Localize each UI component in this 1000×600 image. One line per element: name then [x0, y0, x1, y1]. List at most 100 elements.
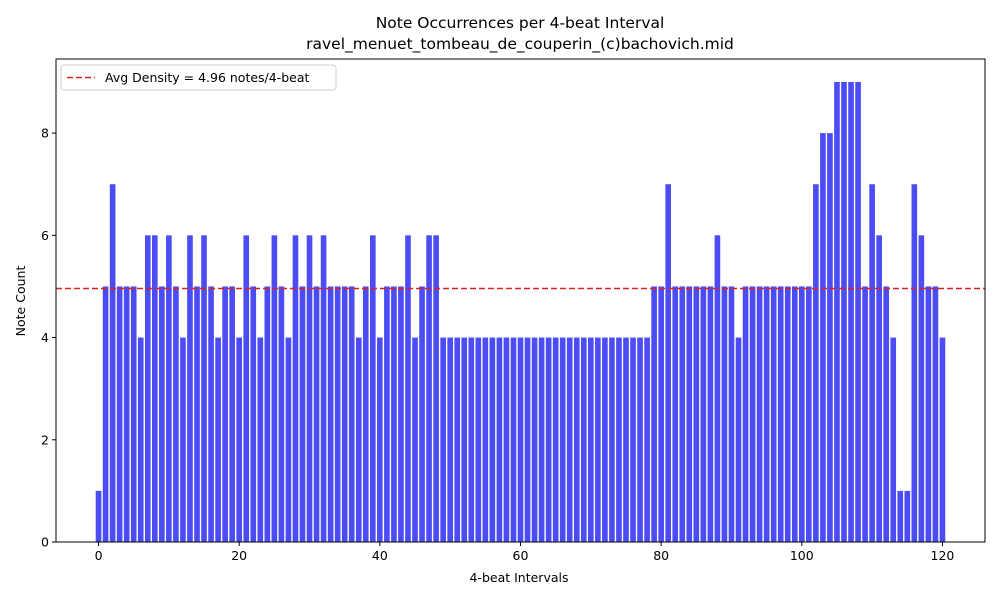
y-axis-label: Note Count	[13, 266, 28, 337]
bar	[784, 286, 791, 542]
bar	[714, 235, 721, 542]
bar	[644, 337, 650, 542]
bar	[285, 337, 292, 542]
bar	[405, 235, 411, 542]
bar	[201, 235, 207, 542]
bar	[834, 82, 840, 542]
bar	[869, 184, 875, 542]
bar	[538, 337, 545, 542]
bar	[911, 184, 918, 542]
bar	[932, 286, 939, 542]
x-axis-label: 4-beat Intervals	[469, 570, 568, 585]
bar	[566, 337, 573, 542]
bar	[925, 286, 932, 542]
bar	[475, 337, 482, 542]
bar	[264, 286, 271, 542]
bar	[377, 337, 383, 542]
bar	[841, 82, 847, 542]
x-tick-label: 20	[231, 548, 247, 563]
bar	[215, 337, 221, 542]
bar	[777, 286, 784, 542]
bar	[791, 286, 798, 542]
bar	[904, 490, 911, 542]
bar	[707, 286, 714, 542]
bar	[313, 286, 320, 542]
bar	[820, 133, 826, 543]
x-tick-label: 60	[513, 548, 529, 563]
bar	[362, 286, 369, 542]
x-tick-label: 100	[790, 548, 814, 563]
bar	[510, 337, 517, 542]
chart-subtitle: ravel_menuet_tombeau_de_couperin_(c)bach…	[306, 35, 734, 54]
bar	[426, 235, 432, 542]
bar	[517, 337, 524, 542]
legend-avg-label: Avg Density = 4.96 notes/4-beat	[105, 70, 310, 85]
bar	[257, 337, 264, 542]
bar	[447, 337, 453, 542]
bar	[651, 286, 657, 542]
bar	[890, 337, 897, 542]
bar	[686, 286, 693, 542]
bar	[278, 286, 285, 542]
bar	[243, 235, 250, 542]
bar	[918, 235, 925, 542]
bar	[503, 337, 510, 542]
y-tick-label: 6	[41, 228, 49, 243]
bar	[391, 286, 397, 542]
bar	[609, 337, 615, 542]
bar	[721, 286, 728, 542]
bar	[827, 133, 833, 543]
bar	[412, 337, 418, 542]
bar	[883, 286, 890, 542]
bar	[728, 286, 735, 542]
bar	[306, 235, 313, 542]
bar	[144, 235, 151, 542]
x-axis: 0 20 40 60 80 100 120	[95, 542, 955, 563]
bar	[742, 286, 749, 542]
bar	[806, 286, 812, 542]
bar	[250, 286, 257, 542]
bar	[489, 337, 496, 542]
bar	[130, 286, 137, 542]
bar	[531, 337, 538, 542]
bar	[665, 184, 671, 542]
bar	[573, 337, 580, 542]
bar	[166, 235, 172, 542]
bar	[693, 286, 700, 542]
bar	[862, 286, 868, 542]
bar	[770, 286, 777, 542]
bar	[813, 184, 819, 542]
bar	[749, 286, 756, 542]
bar	[320, 235, 327, 542]
bar	[897, 490, 904, 542]
bar	[637, 337, 643, 542]
bar	[848, 82, 854, 542]
legend-box	[60, 64, 337, 91]
bar	[602, 337, 608, 542]
bar	[151, 235, 158, 542]
bar	[735, 337, 742, 542]
bar	[299, 286, 306, 542]
bar	[756, 286, 763, 542]
bar	[187, 235, 193, 542]
bar	[658, 286, 664, 542]
x-tick-label: 120	[931, 548, 955, 563]
y-axis: 0 2 4 6 8	[41, 126, 56, 550]
bar	[461, 337, 468, 542]
bar	[433, 235, 439, 542]
bar	[454, 337, 461, 542]
bar	[327, 286, 334, 542]
bar	[370, 235, 376, 542]
bar	[348, 286, 355, 542]
bar	[468, 337, 475, 542]
bar	[116, 286, 123, 542]
bar	[552, 337, 559, 542]
bar	[798, 286, 805, 542]
bar	[159, 286, 165, 542]
bar	[855, 82, 861, 542]
bar	[440, 337, 446, 542]
bar	[419, 286, 425, 542]
bar	[588, 337, 594, 542]
bar	[355, 337, 362, 542]
bar	[334, 286, 341, 542]
